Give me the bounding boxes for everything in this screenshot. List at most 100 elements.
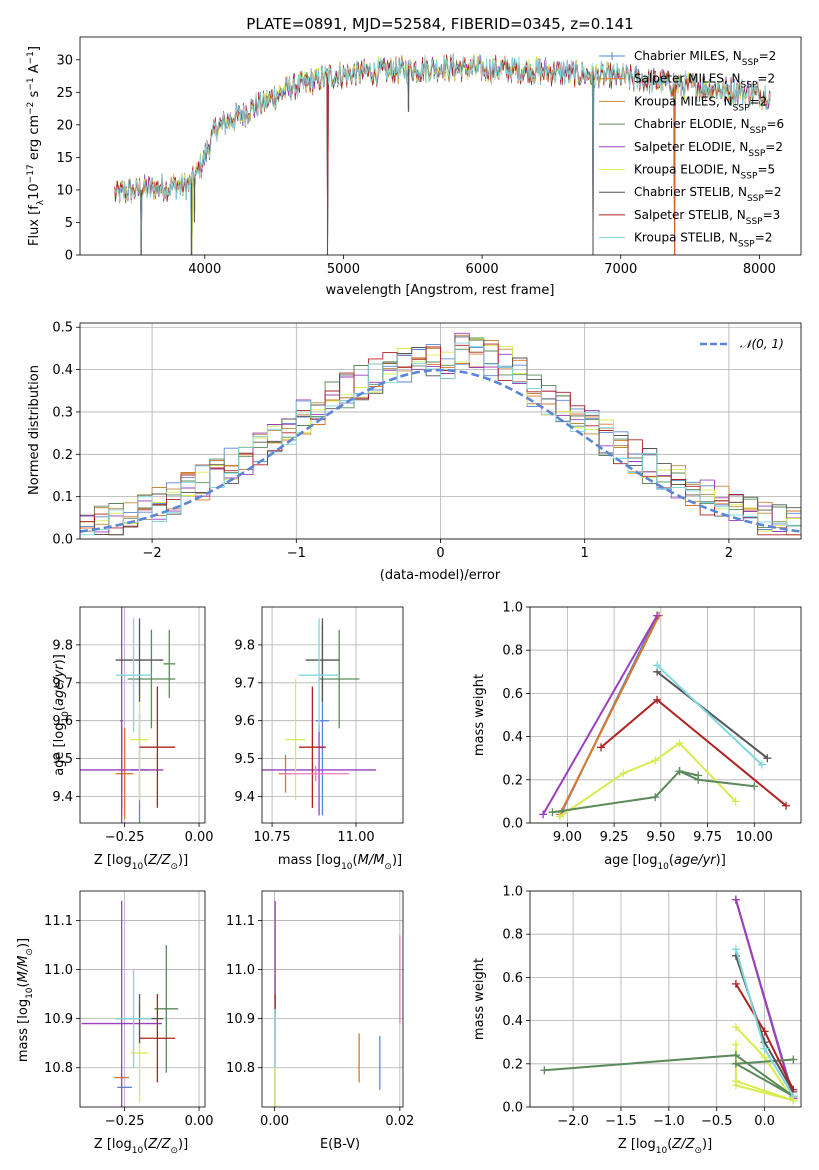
histogram-step bbox=[80, 343, 801, 536]
weight-marker bbox=[555, 812, 564, 821]
tick-label-y: 0.0 bbox=[502, 1101, 523, 1116]
tick-label-y: 11.0 bbox=[44, 963, 73, 978]
weight-marker bbox=[731, 797, 740, 806]
legend-entry-part: SSP bbox=[738, 240, 755, 250]
tick-label-y: 0.6 bbox=[502, 687, 523, 702]
weight-marker bbox=[750, 782, 759, 791]
axes-frame-age-vs-mass bbox=[261, 606, 404, 824]
legend-entry-part: =2 bbox=[757, 72, 775, 86]
plot-area-residuals bbox=[80, 332, 801, 536]
legend-entry-part: Salpeter MILES, N bbox=[634, 72, 741, 86]
weight-line bbox=[600, 698, 787, 807]
tick-label-y: 9.8 bbox=[234, 638, 255, 653]
weight-line bbox=[559, 615, 660, 815]
tick-label-x: 4000 bbox=[188, 262, 221, 277]
y-axis-label-part: )] bbox=[16, 938, 31, 948]
tick-label-x: 2 bbox=[725, 546, 733, 561]
legend-entry: Chabrier STELIB, NSSP=2 bbox=[634, 185, 782, 204]
tick-label-y: 11.1 bbox=[226, 914, 255, 929]
legend-entry-part: Chabrier ELODIE, N bbox=[634, 117, 750, 131]
x-axis-label: mass [log10(M/M⊙)] bbox=[278, 853, 402, 872]
y-axis-label-part: 10 bbox=[61, 711, 71, 723]
legend-entry-part: SSP bbox=[741, 172, 758, 182]
tick-label-y: 0.2 bbox=[502, 773, 523, 788]
plot-area-age-vs-mass bbox=[262, 618, 377, 816]
y-axis-label-part: M/M bbox=[16, 956, 31, 983]
weight-marker bbox=[653, 611, 662, 620]
weight-line bbox=[656, 664, 763, 766]
y-axis-label: mass weight bbox=[472, 674, 487, 756]
tick-label-y: 15 bbox=[56, 151, 73, 166]
weight-marker bbox=[731, 1040, 740, 1049]
weight-marker bbox=[731, 979, 740, 988]
y-axis-label-part: erg cm bbox=[27, 115, 42, 164]
tick-label-x: 6000 bbox=[466, 262, 499, 277]
legend-entry: Chabrier ELODIE, NSSP=6 bbox=[634, 117, 784, 136]
weight-marker bbox=[539, 810, 548, 819]
plot-area-weight-vs-age bbox=[539, 611, 791, 821]
legend-entry-part: Chabrier STELIB, N bbox=[634, 185, 747, 199]
x-axis-label-part: )] bbox=[392, 853, 402, 868]
tick-label-y: 0.4 bbox=[502, 1014, 523, 1029]
weight-line bbox=[542, 615, 658, 815]
tick-label-y: 11.0 bbox=[226, 963, 255, 978]
x-axis-label: Z [log10(Z/Z⊙)] bbox=[94, 1137, 188, 1156]
tick-label-y: 0.1 bbox=[52, 490, 73, 505]
tick-label-x: 9.25 bbox=[600, 830, 629, 845]
y-axis-label-part: 10 bbox=[27, 183, 42, 200]
legend-entry-part: Chabrier MILES, N bbox=[634, 49, 742, 63]
weight-marker bbox=[548, 808, 557, 817]
axes-frame-mass-vs-ebv bbox=[261, 890, 404, 1108]
axes-frame-age-vs-Z bbox=[79, 606, 206, 824]
tick-label-x: 11.00 bbox=[337, 830, 374, 845]
weight-marker bbox=[731, 1077, 740, 1086]
y-axis-label-part: age [log bbox=[52, 723, 67, 776]
weight-marker bbox=[731, 895, 740, 904]
weight-marker bbox=[653, 695, 662, 704]
y-axis-label-part: ⊙ bbox=[25, 948, 35, 956]
y-axis-label-part: )] bbox=[52, 654, 67, 664]
weight-marker bbox=[597, 743, 606, 752]
weight-marker bbox=[760, 1053, 769, 1062]
plot-area-age-vs-Z bbox=[80, 607, 176, 823]
y-axis-label: mass weight bbox=[472, 958, 487, 1040]
legend-entry-part: Salpeter ELODIE, N bbox=[634, 140, 748, 154]
tick-label-y: 0.3 bbox=[52, 405, 73, 420]
y-axis-label-part: λ bbox=[36, 199, 46, 205]
weight-line bbox=[734, 899, 795, 1099]
y-axis-label: Normed distribution bbox=[27, 365, 42, 495]
weight-marker bbox=[731, 1059, 740, 1068]
legend-entry-part: =2 bbox=[765, 140, 783, 154]
x-axis-label-part: age [log bbox=[604, 853, 657, 868]
x-axis-label-part: ( bbox=[667, 1137, 672, 1152]
axes-frame-spectrum bbox=[79, 36, 802, 256]
x-axis-label: (data-model)/error bbox=[380, 568, 501, 583]
tick-label-y: 0.8 bbox=[502, 644, 523, 659]
tick-label-x: 0.02 bbox=[385, 1114, 414, 1129]
x-axis-label-part: 10 bbox=[132, 862, 144, 872]
axes-frame-weight-vs-age bbox=[529, 606, 802, 824]
tick-label-y: 10.8 bbox=[226, 1061, 255, 1076]
x-axis-label-part: ⊙ bbox=[384, 862, 392, 872]
x-axis-label-part: mass [log bbox=[278, 853, 341, 868]
tick-label-y: 10.9 bbox=[226, 1012, 255, 1027]
weight-marker bbox=[694, 771, 703, 780]
tick-label-x: 0 bbox=[436, 546, 444, 561]
x-axis-label-part: Z/Z bbox=[147, 853, 171, 868]
tick-label-y: 0.0 bbox=[52, 533, 73, 548]
tick-label-y: 0.4 bbox=[52, 363, 73, 378]
tick-label-y: 9.4 bbox=[52, 790, 73, 805]
tick-label-x: 0.00 bbox=[185, 830, 214, 845]
tick-label-y: 0.4 bbox=[502, 730, 523, 745]
x-axis-label-part: 10 bbox=[656, 1146, 668, 1156]
legend-entry: Kroupa MILES, NSSP=2 bbox=[634, 94, 767, 113]
tick-label-y: 9.8 bbox=[52, 638, 73, 653]
tick-label-x: 9.75 bbox=[693, 830, 722, 845]
weight-marker bbox=[651, 793, 660, 802]
y-axis-label-part: −1 bbox=[26, 51, 36, 64]
weight-line bbox=[735, 1080, 794, 1102]
tick-label-x: 7000 bbox=[604, 262, 637, 277]
legend-marker bbox=[608, 52, 616, 60]
tick-label-y: 20 bbox=[56, 118, 73, 133]
